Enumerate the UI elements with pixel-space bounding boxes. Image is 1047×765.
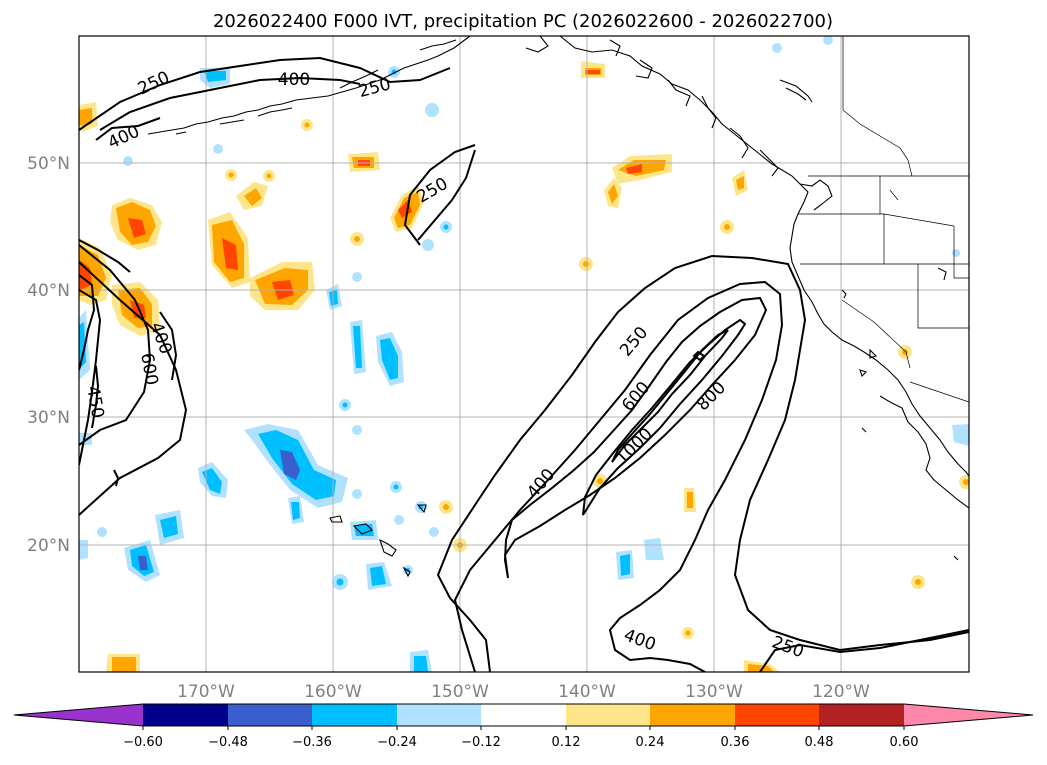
- colorbar-tick-label: −0.24: [377, 735, 417, 750]
- latitude-labels: 50°N 40°N 30°N 20°N: [27, 154, 70, 556]
- map-frame: [78, 35, 970, 673]
- lat-label-20n: 20°N: [27, 536, 70, 556]
- colorbar-tick-label: −0.60: [123, 735, 163, 750]
- colorbar-tick-label: −0.36: [292, 735, 332, 750]
- colorbar-tick-label: 0.48: [805, 735, 834, 750]
- lon-label-160w: 160°W: [304, 682, 362, 702]
- colorbar-bin: [735, 704, 819, 726]
- colorbar-tick-label: 0.24: [636, 735, 665, 750]
- longitude-labels: 170°W 160°W 150°W 140°W 130°W 120°W: [177, 682, 870, 702]
- colorbar-bin: [650, 704, 735, 726]
- colorbar-tick-label: −0.12: [461, 735, 501, 750]
- lat-label-40n: 40°N: [27, 281, 70, 301]
- colorbar: −0.60 −0.48 −0.36 −0.24 −0.12 0.12 0.24 0.36 0.4…: [13, 703, 1034, 750]
- lon-label-120w: 120°W: [812, 682, 870, 702]
- lat-label-50n: 50°N: [27, 154, 70, 174]
- colorbar-tick-label: 0.12: [552, 735, 581, 750]
- colorbar-extend-high: [904, 704, 1033, 726]
- colorbar-tick-label: −0.48: [208, 735, 248, 750]
- lon-label-170w: 170°W: [177, 682, 235, 702]
- colorbar-bin: [228, 704, 312, 726]
- contour-label: 400: [278, 70, 310, 90]
- colorbar-bin: [819, 704, 904, 726]
- colorbar-bin: [566, 704, 650, 726]
- colorbar-bin: [312, 704, 397, 726]
- map-background: [79, 36, 969, 672]
- colorbar-tick-label: 0.60: [890, 735, 919, 750]
- colorbar-bin: [397, 704, 481, 726]
- colorbar-extend-low: [14, 704, 143, 726]
- lon-label-150w: 150°W: [431, 682, 489, 702]
- lon-label-130w: 130°W: [685, 682, 743, 702]
- lon-label-140w: 140°W: [558, 682, 616, 702]
- ivt-contours: [79, 56, 969, 672]
- colorbar-bin: [143, 704, 228, 726]
- political-borders: [798, 36, 969, 403]
- map-title: 2026022400 F000 IVT, precipitation PC (2…: [213, 11, 833, 32]
- colorbar-tick-label: 0.36: [721, 735, 750, 750]
- precip-negative-areas: [79, 36, 969, 672]
- lat-label-30n: 30°N: [27, 408, 70, 428]
- colorbar-bin: [481, 704, 566, 726]
